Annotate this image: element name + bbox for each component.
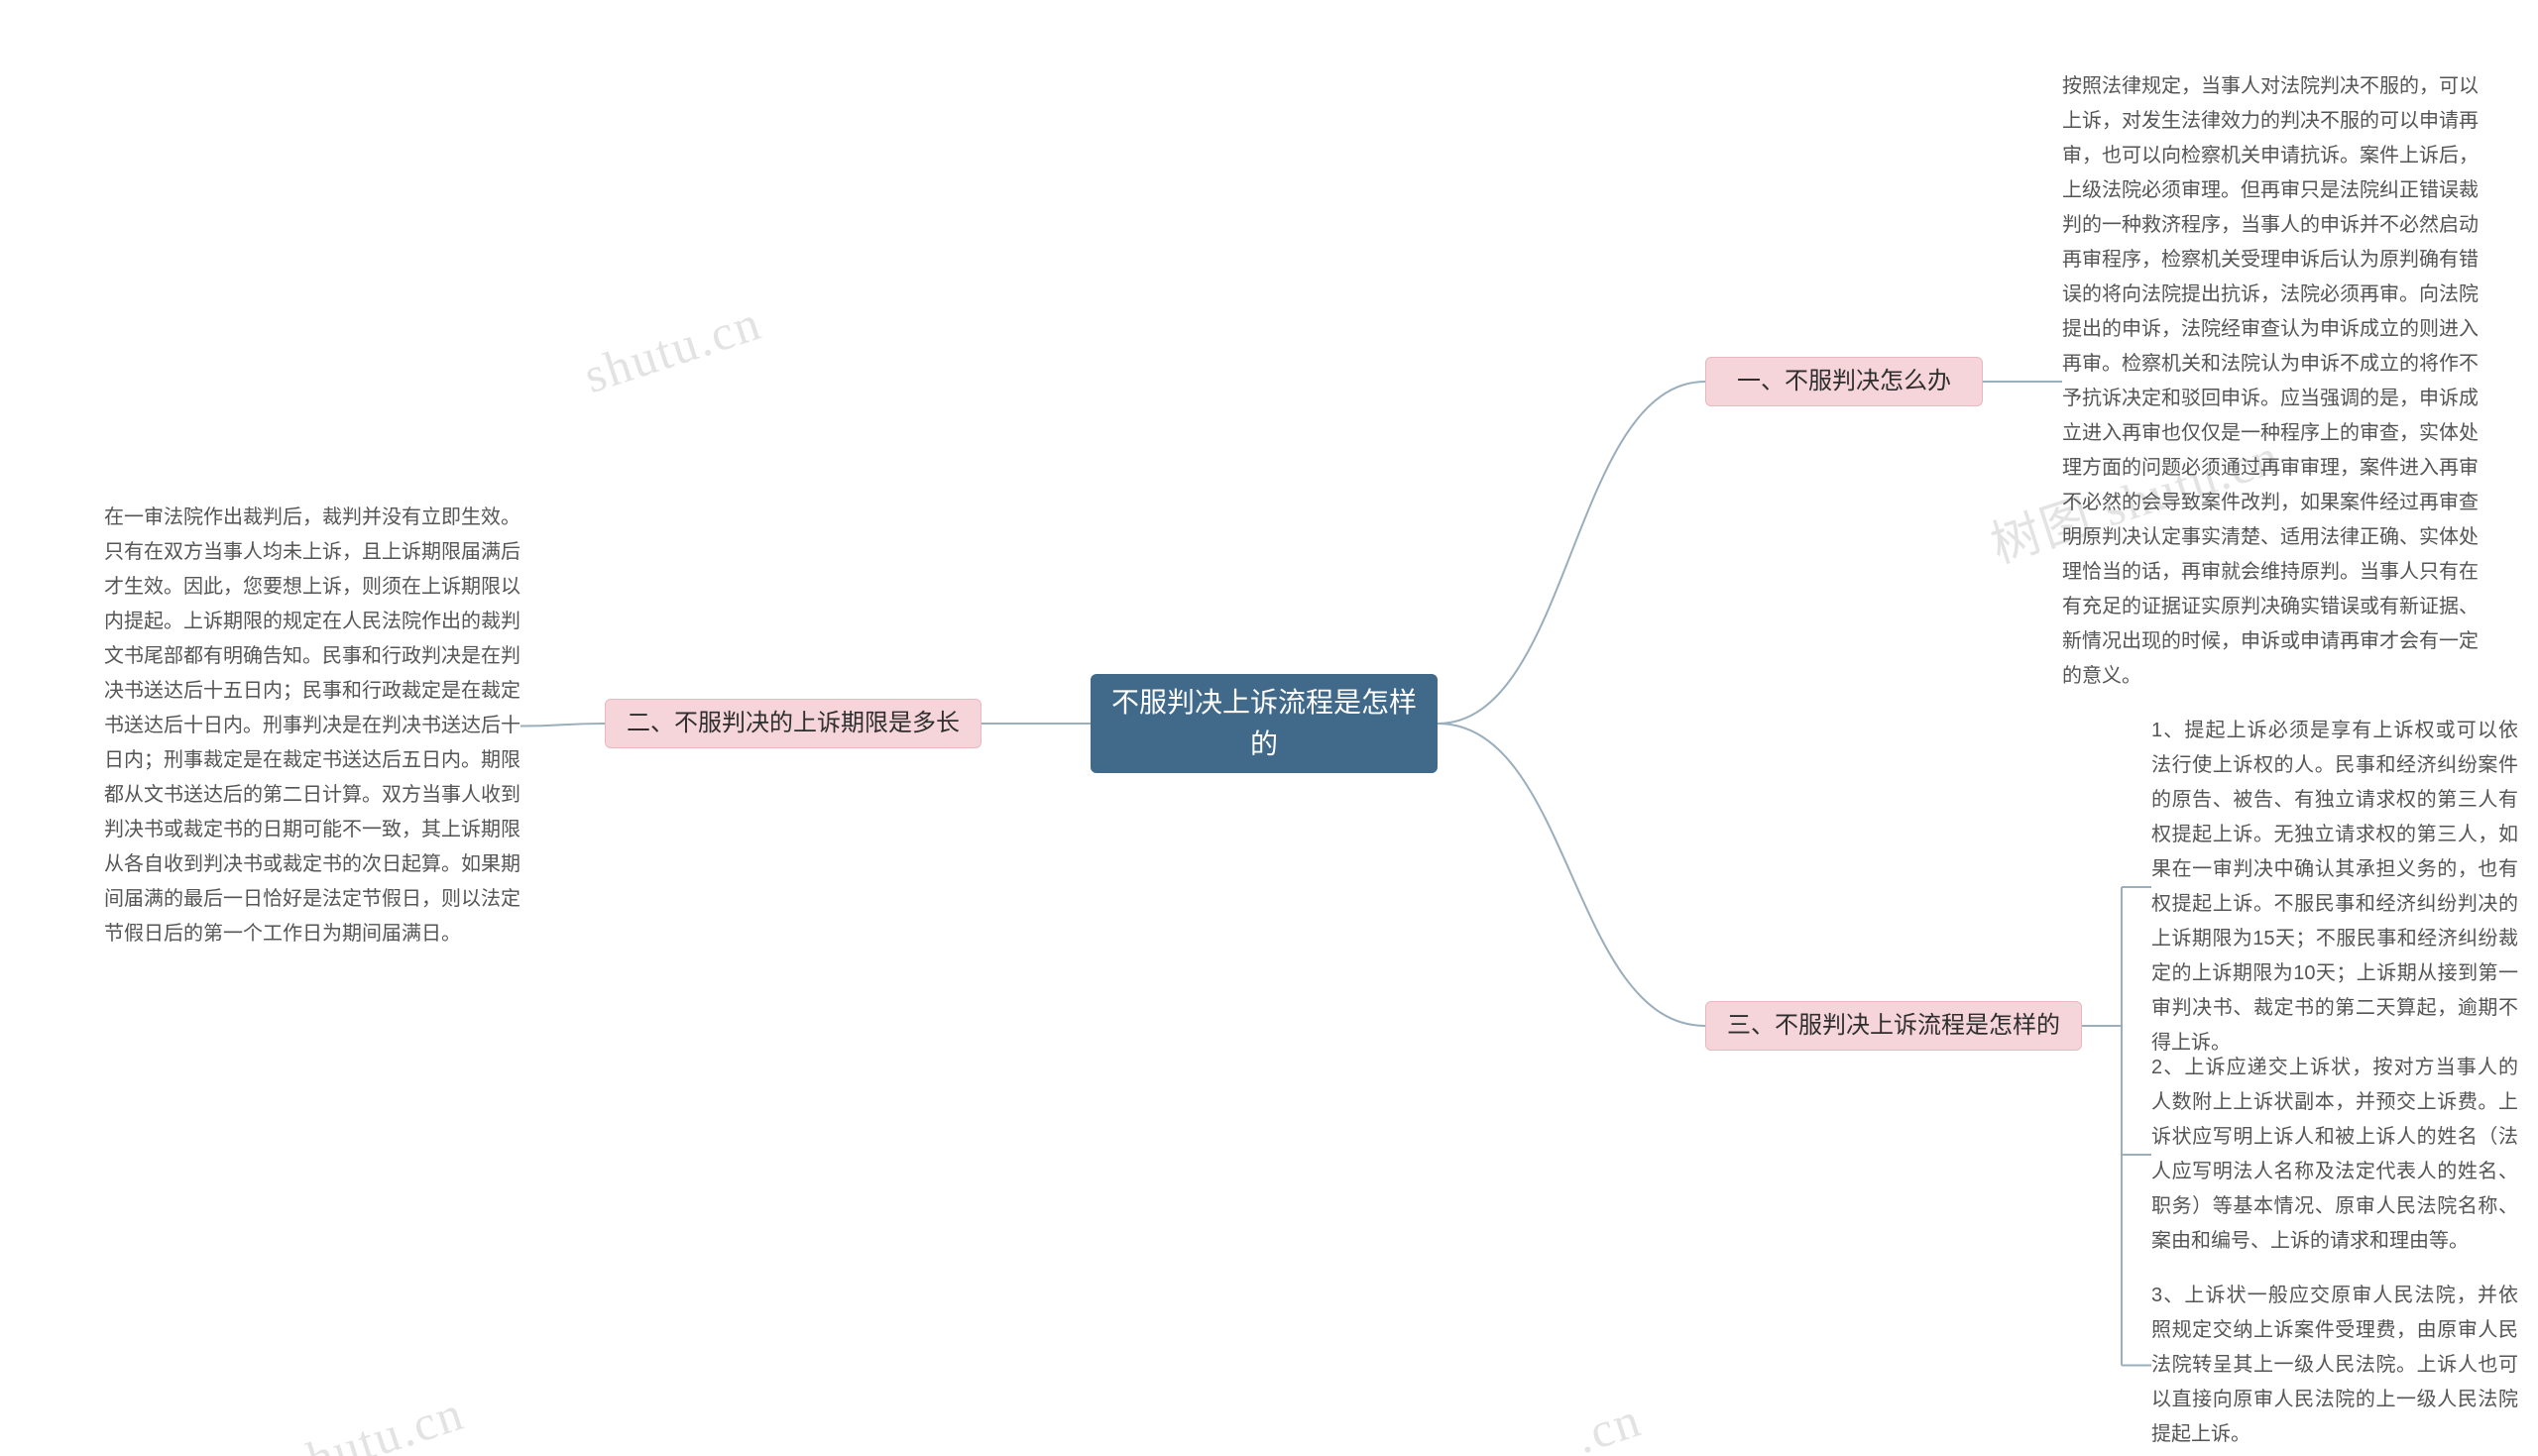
- root-node[interactable]: 不服判决上诉流程是怎样的: [1091, 674, 1438, 773]
- watermark: .cn: [1568, 1391, 1648, 1456]
- branch-node-b1[interactable]: 一、不服判决怎么办: [1705, 357, 1983, 406]
- mindmap-canvas: shutu.cn树图 shutu.cnshutu.cn.cn 不服判决上诉流程是…: [0, 0, 2538, 1456]
- branch-node-b3[interactable]: 三、不服判决上诉流程是怎样的: [1705, 1001, 2082, 1051]
- leaf-text: 2、上诉应递交上诉状，按对方当事人的人数附上上诉状副本，并预交上诉费。上诉状应写…: [2151, 1051, 2518, 1259]
- watermark: shutu.cn: [280, 1384, 471, 1456]
- branch-label: 二、不服判决的上诉期限是多长: [627, 707, 960, 740]
- leaf-text: 在一审法院作出裁判后，裁判并没有立即生效。只有在双方当事人均未上诉，且上诉期限届…: [104, 501, 520, 952]
- root-label: 不服判决上诉流程是怎样的: [1110, 682, 1418, 765]
- leaf-text: 3、上诉状一般应交原审人民法院，并依照规定交纳上诉案件受理费，由原审人民法院转呈…: [2151, 1279, 2518, 1452]
- branch-label: 一、不服判决怎么办: [1737, 365, 1951, 398]
- branch-label: 三、不服判决上诉流程是怎样的: [1727, 1009, 2060, 1043]
- watermark: shutu.cn: [577, 293, 768, 404]
- leaf-text: 1、提起上诉必须是享有上诉权或可以依法行使上诉权的人。民事和经济纠纷案件的原告、…: [2151, 714, 2518, 1061]
- leaf-text: 按照法律规定，当事人对法院判决不服的，可以上诉，对发生法律效力的判决不服的可以申…: [2062, 69, 2479, 694]
- branch-node-b2[interactable]: 二、不服判决的上诉期限是多长: [605, 699, 981, 748]
